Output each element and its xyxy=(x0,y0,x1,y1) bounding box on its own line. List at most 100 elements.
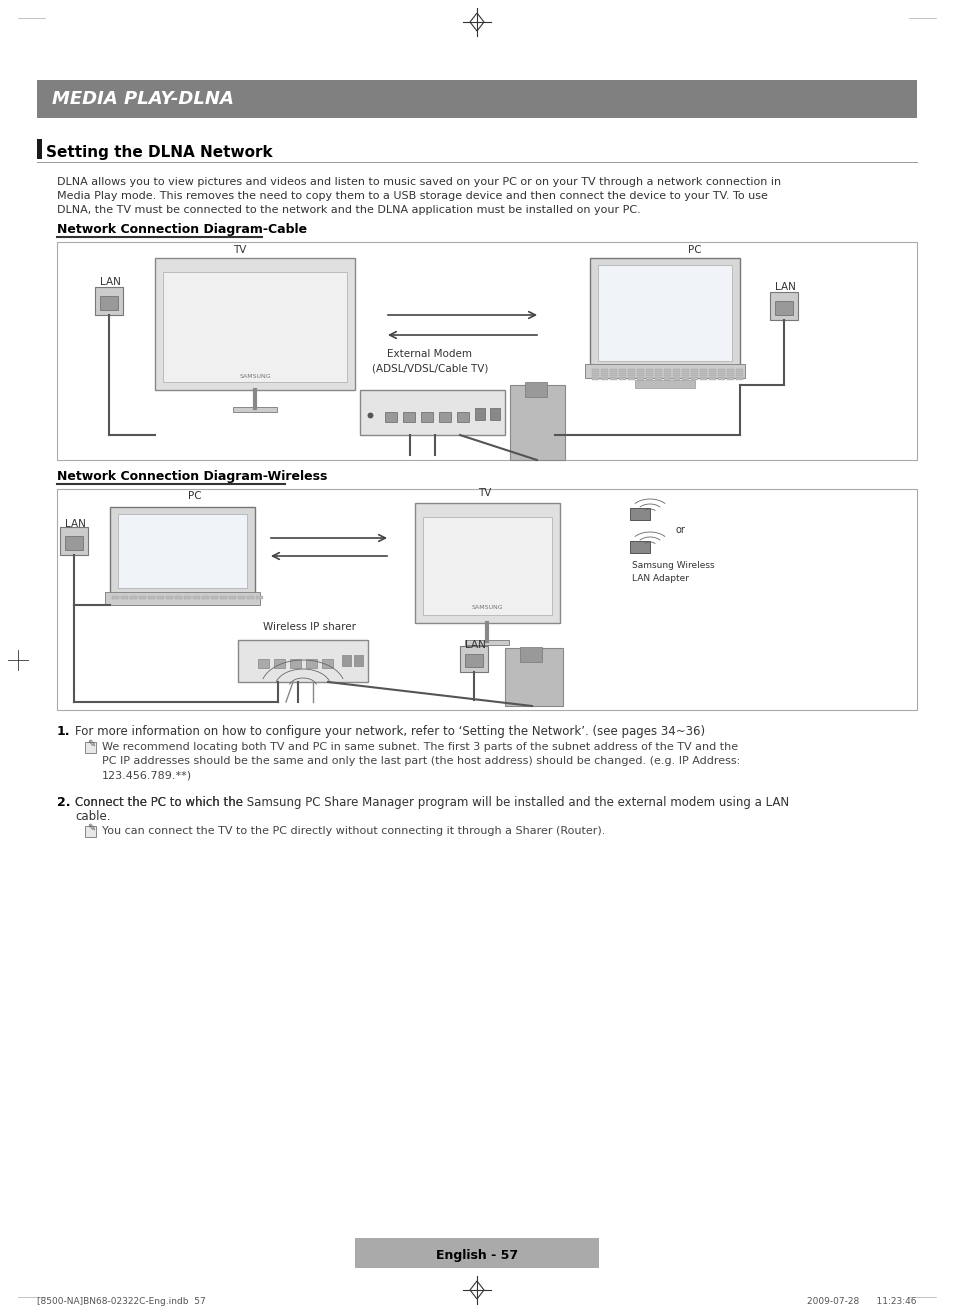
Bar xyxy=(681,377,688,380)
Text: Setting the DLNA Network: Setting the DLNA Network xyxy=(46,145,273,159)
Bar xyxy=(355,1237,598,1268)
Bar xyxy=(237,640,368,682)
Bar xyxy=(193,596,200,600)
Text: We recommend locating both TV and PC in same subnet. The first 3 parts of the su: We recommend locating both TV and PC in … xyxy=(102,742,738,752)
Text: LAN: LAN xyxy=(99,277,120,287)
Bar xyxy=(163,272,347,381)
Bar xyxy=(663,370,670,372)
Bar xyxy=(464,654,482,667)
Bar xyxy=(402,412,415,422)
Text: TV: TV xyxy=(477,488,491,498)
Text: LAN: LAN xyxy=(65,519,86,529)
Bar xyxy=(627,373,635,376)
Text: English - 57: English - 57 xyxy=(436,1248,517,1261)
Bar xyxy=(592,377,598,380)
Bar xyxy=(112,596,119,600)
Bar xyxy=(718,370,724,372)
Text: DLNA, the TV must be connected to the network and the DLNA application must be i: DLNA, the TV must be connected to the ne… xyxy=(57,205,640,214)
Text: 1.: 1. xyxy=(57,725,71,738)
Bar xyxy=(130,596,137,600)
Bar xyxy=(663,377,670,380)
Bar xyxy=(290,659,301,668)
Bar xyxy=(655,377,661,380)
Bar xyxy=(627,377,635,380)
Text: [8500-NA]BN68-02322C-Eng.indb  57: [8500-NA]BN68-02322C-Eng.indb 57 xyxy=(37,1298,206,1307)
Polygon shape xyxy=(470,13,483,32)
Bar xyxy=(438,412,451,422)
Bar xyxy=(635,380,695,388)
Text: Network Connection Diagram-Wireless: Network Connection Diagram-Wireless xyxy=(57,469,327,483)
Bar xyxy=(118,514,247,588)
Bar xyxy=(637,377,643,380)
Bar xyxy=(637,373,643,376)
Bar xyxy=(618,370,625,372)
Text: ✎: ✎ xyxy=(87,739,95,750)
Bar xyxy=(274,659,285,668)
Bar xyxy=(420,412,433,422)
Bar xyxy=(592,373,598,376)
Bar xyxy=(690,370,698,372)
Bar xyxy=(735,377,742,380)
Bar xyxy=(708,370,716,372)
Bar xyxy=(726,373,733,376)
Text: TV: TV xyxy=(233,245,247,255)
Bar xyxy=(139,596,146,600)
Bar xyxy=(229,596,235,600)
Bar xyxy=(490,408,499,419)
Bar xyxy=(629,508,649,519)
Bar xyxy=(718,373,724,376)
Bar xyxy=(769,292,797,320)
Bar xyxy=(95,287,123,316)
Text: 2009-07-28      11:23:46: 2009-07-28 11:23:46 xyxy=(806,1298,916,1307)
Text: Connect the PC to which the: Connect the PC to which the xyxy=(75,796,247,809)
Text: 2.: 2. xyxy=(57,796,71,809)
Text: PC: PC xyxy=(188,490,202,501)
Bar xyxy=(519,647,541,661)
Bar xyxy=(57,242,916,460)
Bar xyxy=(700,377,706,380)
Bar xyxy=(157,596,164,600)
Bar xyxy=(645,377,652,380)
Bar xyxy=(600,373,607,376)
Bar xyxy=(354,655,363,665)
Bar xyxy=(524,381,546,397)
Text: LAN: LAN xyxy=(774,281,795,292)
Bar xyxy=(110,508,254,594)
Bar xyxy=(100,296,118,310)
Text: Samsung Wireless: Samsung Wireless xyxy=(631,562,714,569)
Bar xyxy=(690,373,698,376)
Bar xyxy=(618,373,625,376)
Bar xyxy=(37,139,42,159)
Bar xyxy=(718,377,724,380)
Bar xyxy=(672,377,679,380)
Bar xyxy=(598,266,731,362)
Bar xyxy=(148,596,154,600)
Bar xyxy=(166,596,172,600)
Text: Network Connection Diagram-Cable: Network Connection Diagram-Cable xyxy=(57,224,307,235)
Bar xyxy=(681,370,688,372)
Bar xyxy=(774,301,792,316)
Text: SAMSUNG: SAMSUNG xyxy=(471,605,503,610)
Bar xyxy=(663,373,670,376)
Bar xyxy=(202,596,209,600)
Bar xyxy=(618,377,625,380)
Bar xyxy=(37,80,916,118)
Text: Wireless IP sharer: Wireless IP sharer xyxy=(263,622,356,633)
Bar xyxy=(415,504,559,623)
Bar xyxy=(592,370,598,372)
Bar xyxy=(85,742,96,753)
Text: 123.456.789.**): 123.456.789.**) xyxy=(102,771,192,780)
Bar xyxy=(510,385,564,460)
Bar xyxy=(105,592,260,605)
Bar xyxy=(306,659,316,668)
Text: Connect the PC to which the Samsung PC Share Manager program will be installed a: Connect the PC to which the Samsung PC S… xyxy=(75,796,788,809)
Bar xyxy=(220,596,227,600)
Text: cable.: cable. xyxy=(75,810,111,823)
Text: External Modem: External Modem xyxy=(387,348,472,359)
Bar xyxy=(637,370,643,372)
Bar xyxy=(708,373,716,376)
Bar xyxy=(609,377,617,380)
Text: PC IP addresses should be the same and only the last part (the host address) sho: PC IP addresses should be the same and o… xyxy=(102,756,740,767)
Text: (ADSL/VDSL/Cable TV): (ADSL/VDSL/Cable TV) xyxy=(372,363,488,373)
Bar xyxy=(359,391,504,435)
